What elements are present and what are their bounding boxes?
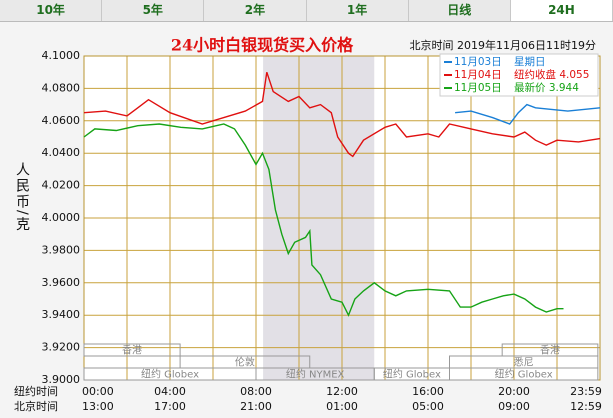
series-line xyxy=(83,123,564,317)
y-tick-label: 3.9600 xyxy=(42,276,81,289)
session-label: 伦敦 xyxy=(235,356,255,369)
y-tick-label: 4.0000 xyxy=(42,211,81,224)
tab[interactable]: 2年 xyxy=(204,0,307,21)
x-tick-label: 01:00 xyxy=(326,400,358,413)
tab[interactable]: 5年 xyxy=(102,0,205,21)
legend-note: 最新价 3.944 xyxy=(514,81,579,94)
tab[interactable]: 1年 xyxy=(306,0,409,21)
legend-note: 纽约收盘 4.055 xyxy=(514,68,589,81)
y-tick-label: 4.0800 xyxy=(42,81,81,94)
legend-name: 11月05日 xyxy=(454,82,502,94)
session-label: 纽约 Globex xyxy=(383,368,441,381)
tab[interactable]: 24H xyxy=(510,0,613,21)
x-tick-label: 04:00 xyxy=(154,385,186,398)
x-tick-label: 16:00 xyxy=(412,385,444,398)
x-row-label: 北京时间 xyxy=(14,399,58,413)
x-tick-label: 12:00 xyxy=(326,385,358,398)
x-tick-label: 00:00 xyxy=(82,385,114,398)
tab[interactable]: 日线 xyxy=(408,0,511,21)
y-tick-label: 3.9400 xyxy=(42,308,81,321)
y-tick-label: 4.0600 xyxy=(42,114,81,127)
x-tick-label: 21:00 xyxy=(240,400,272,413)
subtitle: 北京时间 2019年11月06日11时19分 xyxy=(410,38,596,52)
legend-box xyxy=(439,53,599,97)
tab[interactable]: 10年 xyxy=(0,0,103,21)
y-tick-label: 3.9800 xyxy=(42,243,81,256)
session-label: 纽约 Globex xyxy=(141,368,199,381)
chart-title: 24小时白银现货买入价格 xyxy=(171,36,354,55)
y-tick-label: 4.0400 xyxy=(42,146,81,159)
x-tick-label: 23:59 xyxy=(570,385,602,398)
y-tick-label: 4.0200 xyxy=(42,179,81,192)
x-row-label: 纽约时间 xyxy=(14,384,58,398)
series-line xyxy=(83,71,601,158)
x-tick-label: 05:00 xyxy=(412,400,444,413)
legend-note: 星期日 xyxy=(514,56,546,68)
x-tick-label: 08:00 xyxy=(240,385,272,398)
session-box xyxy=(83,343,181,357)
y-tick-label: 4.1000 xyxy=(42,49,81,62)
session-label: 纽约 Globex xyxy=(495,368,553,381)
y-tick-label: 3.9200 xyxy=(42,341,81,354)
tab-bar: 10年 5年 2年 1年 日线 24H xyxy=(0,0,613,22)
legend-name: 11月03日 xyxy=(454,56,502,68)
chart: 24小时白银现货买入价格 北京时间 2019年11月06日11时19分 3.9000… xyxy=(0,22,613,418)
session-box xyxy=(449,367,599,381)
session-label: 悉尼 xyxy=(514,357,534,369)
x-tick-label: 13:00 xyxy=(82,400,114,413)
x-tick-label: 12:59 xyxy=(570,400,602,413)
x-tick-label: 09:00 xyxy=(498,400,530,413)
x-tick-label: 17:00 xyxy=(154,400,186,413)
y-axis-label: 人民币/克 xyxy=(14,162,30,233)
session-label: 香港 xyxy=(540,345,560,357)
series-line xyxy=(455,103,601,125)
legend-name: 11月04日 xyxy=(454,69,502,81)
session-label: 纽约 NYMEX xyxy=(286,368,345,381)
session-label: 香港 xyxy=(122,345,142,357)
y-tick-label: 3.9000 xyxy=(42,373,81,386)
x-tick-label: 20:00 xyxy=(498,385,530,398)
